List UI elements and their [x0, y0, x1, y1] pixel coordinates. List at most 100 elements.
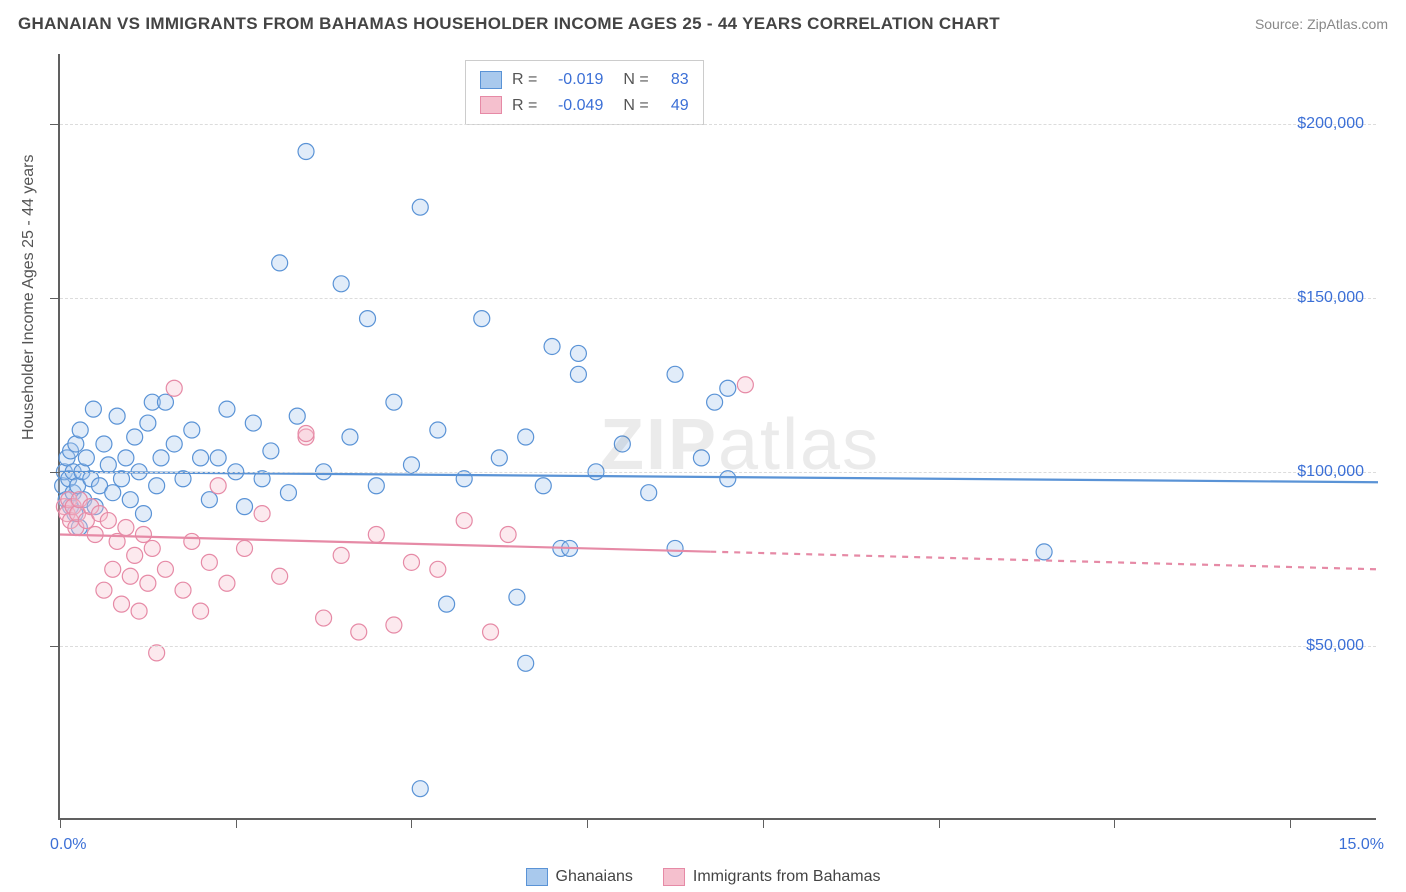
data-point-ghanaians — [570, 345, 586, 361]
data-point-bahamas — [157, 561, 173, 577]
data-point-bahamas — [175, 582, 191, 598]
swatch-bahamas — [480, 96, 502, 114]
data-point-ghanaians — [298, 143, 314, 159]
data-point-ghanaians — [707, 394, 723, 410]
data-point-ghanaians — [667, 366, 683, 382]
data-point-ghanaians — [85, 401, 101, 417]
data-point-ghanaians — [518, 655, 534, 671]
data-point-ghanaians — [118, 450, 134, 466]
data-point-ghanaians — [78, 450, 94, 466]
data-point-ghanaians — [245, 415, 261, 431]
data-point-ghanaians — [342, 429, 358, 445]
data-point-ghanaians — [641, 485, 657, 501]
gridline — [60, 124, 1376, 125]
data-point-ghanaians — [720, 380, 736, 396]
legend-item-ghanaians: Ghanaians — [526, 868, 633, 886]
y-tick-label: $100,000 — [1297, 463, 1364, 481]
data-point-bahamas — [298, 426, 314, 442]
data-point-ghanaians — [412, 781, 428, 797]
data-point-bahamas — [122, 568, 138, 584]
data-point-ghanaians — [100, 457, 116, 473]
x-axis-start-label: 0.0% — [50, 836, 86, 854]
y-tick — [50, 646, 60, 647]
series-legend: GhanaiansImmigrants from Bahamas — [0, 868, 1406, 886]
data-point-bahamas — [140, 575, 156, 591]
data-point-bahamas — [219, 575, 235, 591]
correlation-stats-box: R =-0.019N =83R =-0.049N =49 — [465, 60, 704, 125]
r-value: -0.019 — [547, 67, 603, 93]
gridline — [60, 298, 1376, 299]
data-point-ghanaians — [667, 540, 683, 556]
data-point-ghanaians — [122, 492, 138, 508]
data-point-ghanaians — [509, 589, 525, 605]
data-point-bahamas — [114, 596, 130, 612]
data-point-bahamas — [737, 377, 753, 393]
data-point-ghanaians — [544, 338, 560, 354]
data-point-ghanaians — [135, 506, 151, 522]
data-point-bahamas — [201, 554, 217, 570]
swatch-bahamas — [663, 868, 685, 886]
data-point-bahamas — [105, 561, 121, 577]
scatter-plot: ZIPatlas R =-0.019N =83R =-0.049N =49 $5… — [58, 54, 1376, 820]
y-tick-label: $50,000 — [1306, 637, 1364, 655]
data-point-bahamas — [166, 380, 182, 396]
x-tick — [587, 818, 588, 828]
data-point-ghanaians — [153, 450, 169, 466]
data-point-ghanaians — [368, 478, 384, 494]
legend-label: Ghanaians — [556, 868, 633, 886]
data-point-ghanaians — [535, 478, 551, 494]
data-point-bahamas — [193, 603, 209, 619]
x-tick — [236, 818, 237, 828]
data-point-ghanaians — [263, 443, 279, 459]
data-point-bahamas — [368, 526, 384, 542]
data-point-bahamas — [100, 513, 116, 529]
data-point-bahamas — [184, 533, 200, 549]
data-point-bahamas — [237, 540, 253, 556]
data-point-ghanaians — [491, 450, 507, 466]
x-tick — [60, 818, 61, 828]
data-point-ghanaians — [1036, 544, 1052, 560]
data-point-bahamas — [149, 645, 165, 661]
y-tick — [50, 472, 60, 473]
stats-row-bahamas: R =-0.049N =49 — [480, 93, 689, 119]
data-point-ghanaians — [184, 422, 200, 438]
data-point-bahamas — [131, 603, 147, 619]
data-point-bahamas — [403, 554, 419, 570]
data-point-ghanaians — [96, 436, 112, 452]
gridline — [60, 472, 1376, 473]
data-point-bahamas — [500, 526, 516, 542]
gridline — [60, 646, 1376, 647]
data-point-ghanaians — [72, 422, 88, 438]
swatch-ghanaians — [480, 71, 502, 89]
data-point-ghanaians — [193, 450, 209, 466]
data-point-bahamas — [386, 617, 402, 633]
data-point-bahamas — [351, 624, 367, 640]
n-label: N = — [623, 93, 648, 119]
x-tick — [939, 818, 940, 828]
data-point-ghanaians — [430, 422, 446, 438]
x-tick — [411, 818, 412, 828]
data-point-ghanaians — [272, 255, 288, 271]
y-tick — [50, 124, 60, 125]
data-point-ghanaians — [412, 199, 428, 215]
data-point-ghanaians — [720, 471, 736, 487]
data-point-bahamas — [127, 547, 143, 563]
data-point-ghanaians — [289, 408, 305, 424]
x-tick — [763, 818, 764, 828]
data-point-ghanaians — [237, 499, 253, 515]
data-point-ghanaians — [614, 436, 630, 452]
n-value: 49 — [659, 93, 689, 119]
data-point-bahamas — [272, 568, 288, 584]
data-point-ghanaians — [693, 450, 709, 466]
data-point-bahamas — [316, 610, 332, 626]
data-point-ghanaians — [140, 415, 156, 431]
data-point-bahamas — [483, 624, 499, 640]
data-point-ghanaians — [474, 311, 490, 327]
data-point-ghanaians — [439, 596, 455, 612]
data-point-ghanaians — [219, 401, 235, 417]
data-point-ghanaians — [280, 485, 296, 501]
data-point-ghanaians — [360, 311, 376, 327]
r-value: -0.049 — [547, 93, 603, 119]
data-point-bahamas — [210, 478, 226, 494]
data-point-ghanaians — [518, 429, 534, 445]
